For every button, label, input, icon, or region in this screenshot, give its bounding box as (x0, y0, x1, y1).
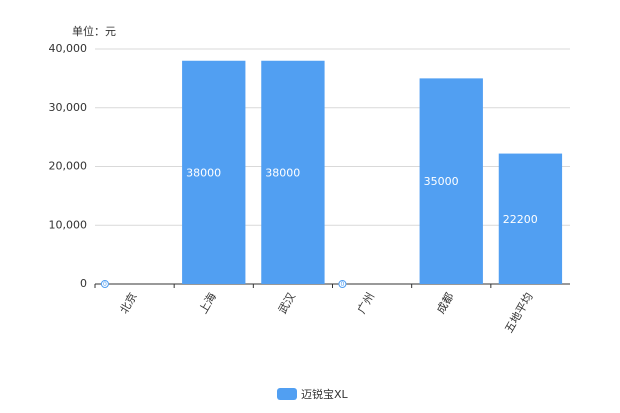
legend-swatch (277, 388, 297, 400)
x-tick-label: 五地平均 (502, 291, 535, 336)
y-tick-label: 0 (80, 277, 87, 290)
value-label: 0 (341, 281, 345, 288)
value-label: 35000 (424, 175, 459, 188)
x-tick-label: 武汉 (276, 291, 298, 317)
x-tick-label: 上海 (196, 290, 219, 316)
bar (261, 60, 325, 284)
y-axis-label: 单位：元 (72, 24, 116, 38)
value-label: 38000 (265, 166, 300, 179)
bar (419, 78, 483, 284)
y-tick-label: 10,000 (49, 218, 88, 231)
value-label-badge (100, 280, 109, 288)
value-label-badge (338, 280, 347, 288)
x-tick-label: 广州 (355, 291, 377, 317)
y-tick-label: 30,000 (49, 101, 88, 114)
bar (498, 153, 563, 284)
x-tick-label: 成都 (434, 291, 456, 317)
y-tick-label: 40,000 (49, 42, 88, 55)
bar (182, 60, 246, 284)
value-label: 22200 (503, 213, 538, 226)
y-tick-label: 20,000 (49, 160, 88, 173)
value-label: 38000 (186, 166, 221, 179)
legend-label: 迈锐宝XL (301, 387, 349, 401)
value-label: 0 (103, 281, 107, 288)
x-tick-label: 北京 (117, 290, 140, 316)
